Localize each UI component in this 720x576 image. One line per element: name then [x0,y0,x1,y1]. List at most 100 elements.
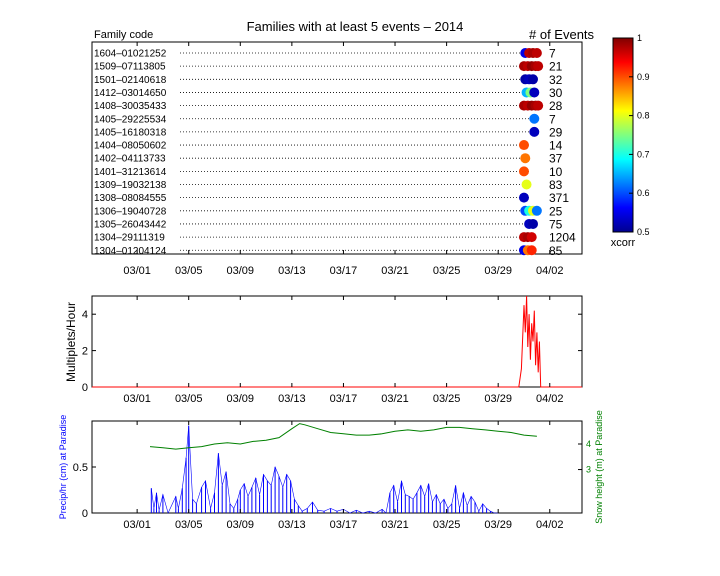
family-axes-box [91,41,583,255]
weather-axes-box [91,420,583,514]
family-code-label: 1404–08050602 [94,141,167,152]
family-code-header: Family code [94,29,153,41]
event-point [528,74,538,85]
y2-tick-label: 4 [586,439,591,449]
multiplets-plot: 0 2 4 03/01 03/05 03/09 03/13 03/17 03/21 03/25 03… [82,295,582,405]
event-point [526,232,537,243]
colorbar-tick-label: 1 [637,33,642,43]
event-point [518,166,529,177]
precip-ylabel: Precip/hr (cm) at Paradise [58,415,68,520]
colorbar-gradient [612,37,634,233]
event-count-label: 37 [549,152,563,166]
x-tick-label: 03/17 [330,265,358,277]
events-header: # of Events [529,27,595,42]
event-point [528,218,538,229]
family-code-label: 1402–04113733 [94,154,166,165]
x-tick-label: 03/13 [278,519,306,531]
y-tick-label: 0 [82,382,88,394]
family-code-label: 1412–03014650 [94,88,167,99]
family-code-label: 1304–29111319 [94,233,165,244]
event-count-label: 75 [549,217,563,231]
x-tick-label: 03/05 [175,519,203,531]
family-code-label: 1604–01021252 [94,49,167,60]
family-code-label: 1306–19040728 [94,206,167,217]
event-count-label: 14 [549,139,563,153]
family-code-label: 1405–16180318 [94,127,167,138]
family-code-label: 1501–02140618 [94,75,167,86]
x-tick-label: 03/13 [278,393,306,405]
colorbar-tick-label: 0.8 [637,111,650,121]
family-code-label: 1309–19032138 [94,180,167,191]
x-tick-label: 03/25 [433,265,461,277]
event-count-label: 29 [549,125,563,139]
family-code-label: 1509–07113805 [94,62,166,73]
event-count-label: 25 [549,204,563,218]
event-count-label: 85 [549,244,563,258]
precip-trace [151,425,499,514]
x-tick-label: 03/25 [433,519,461,531]
colorbar-label: xcorr [611,237,636,249]
colorbar-tick-label: 0.9 [637,72,650,82]
x-tick-label: 03/05 [175,393,203,405]
x-tick-label: 03/01 [123,519,151,531]
event-point [529,126,540,137]
x-tick-label: 03/17 [330,519,358,531]
colorbar-tick-label: 0.7 [637,149,650,159]
colorbar-tick-label: 0.5 [637,227,650,237]
y-tick-label: 0 [82,508,88,520]
event-point [529,87,540,98]
event-point [533,61,544,72]
multiplets-axes-box [91,295,583,388]
x-tick-label: 03/09 [227,265,255,277]
event-count-label: 32 [549,73,563,87]
event-point [526,245,537,256]
weather-panel: Precip/hr (cm) at Paradise Snow height (… [58,410,604,531]
event-point [531,205,542,216]
x-tick-label: 03/21 [381,265,409,277]
event-count-label: 371 [549,191,569,205]
y-tick-label: 0.5 [73,462,88,474]
event-count-label: 7 [549,112,556,126]
colorbar-ticks: 0.5 0.6 0.7 0.8 0.9 1 [629,33,650,237]
x-tick-label: 03/21 [381,519,409,531]
precip-series [150,425,491,513]
y-tick-label: 2 [82,346,88,358]
x-tick-label: 03/25 [433,393,461,405]
event-point [520,153,531,164]
y2-tick-label: 3 [586,465,591,475]
x-tick-label: 03/09 [227,519,255,531]
family-code-label: 1308–08084555 [94,193,167,204]
x-tick-label: 04/02 [536,519,564,531]
x-tick-label: 03/01 [123,393,151,405]
x-tick-label: 03/09 [227,393,255,405]
x-tick-label: 03/29 [484,393,512,405]
x-tick-label: 03/17 [330,393,358,405]
weather-plot: 0 0.5 3 4 03/01 03/05 03/09 03/13 03/17 03/21 03/2… [73,421,591,531]
x-tick-label: 03/29 [484,519,512,531]
x-tick-label: 03/01 [123,265,151,277]
event-count-label: 83 [549,178,563,192]
family-x-axis: 03/01 03/05 03/09 03/13 03/17 03/21 03/25 03/29… [123,42,564,277]
event-count-label: 30 [549,86,563,100]
x-tick-label: 03/05 [175,265,203,277]
event-count-label: 1204 [549,231,576,245]
event-point [529,113,540,124]
colorbar: 0.5 0.6 0.7 0.8 0.9 1 xcorr [611,33,650,249]
x-tick-label: 04/02 [536,265,564,277]
family-code-label: 1305–26043442 [94,219,167,230]
event-count-label: 28 [549,99,563,113]
multiplets-line [92,295,582,388]
family-rows: 1604–01021252 7 1509–07113805 21 1501–021406… [94,47,576,258]
chart-title: Families with at least 5 events – 2014 [247,19,464,34]
snow-series [149,423,537,450]
event-count-label: 10 [549,165,563,179]
family-code-label: 1304–01204124 [94,246,167,257]
event-count-label: 7 [549,47,556,61]
x-tick-label: 03/21 [381,393,409,405]
family-code-label: 1408–30035433 [94,101,167,112]
event-point [518,140,529,151]
event-point [521,179,532,190]
family-code-label: 1401–31213614 [94,167,167,178]
